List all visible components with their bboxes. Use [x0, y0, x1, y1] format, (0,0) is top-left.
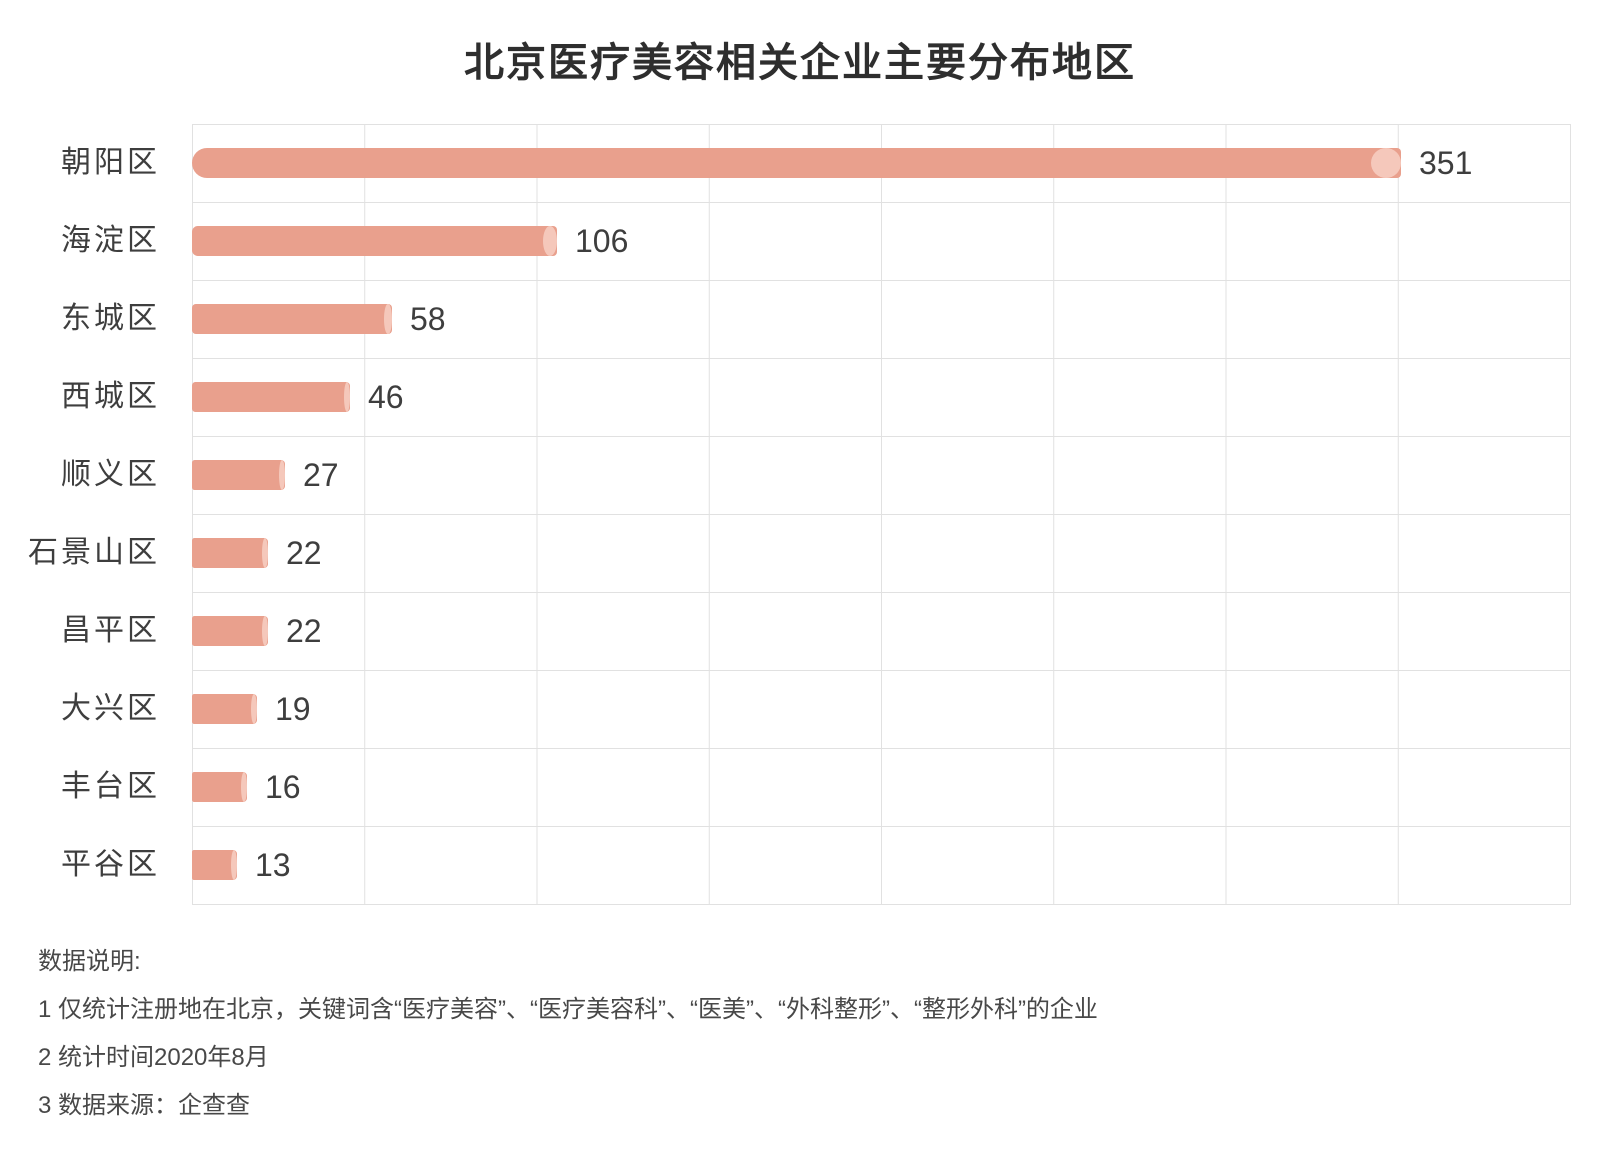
bar-end-cap [279, 460, 285, 490]
bar-end-cap [262, 616, 268, 646]
bar-row: 22 [192, 514, 1570, 592]
bar [192, 772, 247, 802]
bar [192, 694, 257, 724]
value-label: 22 [286, 535, 322, 571]
notes-line-1: 1 仅统计注册地在北京，关键词含“医疗美容”、“医疗美容科”、“医美”、“外科整… [38, 996, 1098, 1023]
category-label: 西城区 [61, 380, 160, 413]
value-label: 19 [275, 691, 311, 727]
bar [192, 382, 350, 412]
bar-row: 16 [192, 748, 1570, 826]
category-label: 石景山区 [28, 536, 160, 569]
value-label: 58 [410, 301, 446, 337]
category-label: 海淀区 [61, 224, 160, 257]
bar [192, 850, 237, 880]
value-label: 46 [368, 379, 404, 415]
notes-line-2: 2 统计时间2020年8月 [38, 1044, 269, 1071]
bar [192, 538, 268, 568]
bar-row: 19 [192, 670, 1570, 748]
bar-row: 106 [192, 202, 1570, 280]
bar-end-cap [241, 772, 247, 802]
value-label: 13 [255, 847, 291, 883]
bar [192, 616, 268, 646]
category-label: 大兴区 [61, 692, 160, 725]
bar [192, 460, 285, 490]
value-label: 106 [575, 223, 629, 259]
category-label: 丰台区 [61, 770, 160, 803]
bar-row: 13 [192, 826, 1570, 904]
plot-area: 351 106 58 46 27 22 22 19 16 13 [192, 124, 1571, 905]
category-label: 顺义区 [61, 458, 160, 491]
bar-end-cap [231, 850, 237, 880]
y-axis-labels: 朝阳区海淀区东城区西城区顺义区石景山区昌平区大兴区丰台区平谷区 [0, 124, 176, 904]
bar-end-cap [251, 694, 257, 724]
bar [192, 148, 1401, 178]
bar-end-cap [384, 304, 392, 334]
value-label: 27 [303, 457, 339, 493]
bar-row: 27 [192, 436, 1570, 514]
value-label: 351 [1419, 145, 1473, 181]
bar-end-cap [344, 382, 350, 412]
bar-row: 351 [192, 124, 1570, 202]
bar-row: 58 [192, 280, 1570, 358]
bar-end-cap [543, 226, 557, 256]
bar [192, 226, 557, 256]
value-label: 16 [265, 769, 301, 805]
bar-row: 22 [192, 592, 1570, 670]
category-label: 朝阳区 [61, 146, 160, 179]
notes-line-3: 3 数据来源：企查查 [38, 1092, 251, 1119]
data-notes: 数据说明: 1 仅统计注册地在北京，关键词含“医疗美容”、“医疗美容科”、“医美… [38, 938, 1098, 1130]
category-label: 昌平区 [61, 614, 160, 647]
value-label: 22 [286, 613, 322, 649]
bar-end-cap [1371, 148, 1401, 178]
bar-row: 46 [192, 358, 1570, 436]
category-label: 平谷区 [61, 848, 160, 881]
notes-heading: 数据说明: [38, 948, 141, 975]
bar [192, 304, 392, 334]
chart-title: 北京医疗美容相关企业主要分布地区 [464, 41, 1136, 85]
bar-end-cap [262, 538, 268, 568]
category-label: 东城区 [61, 302, 160, 335]
